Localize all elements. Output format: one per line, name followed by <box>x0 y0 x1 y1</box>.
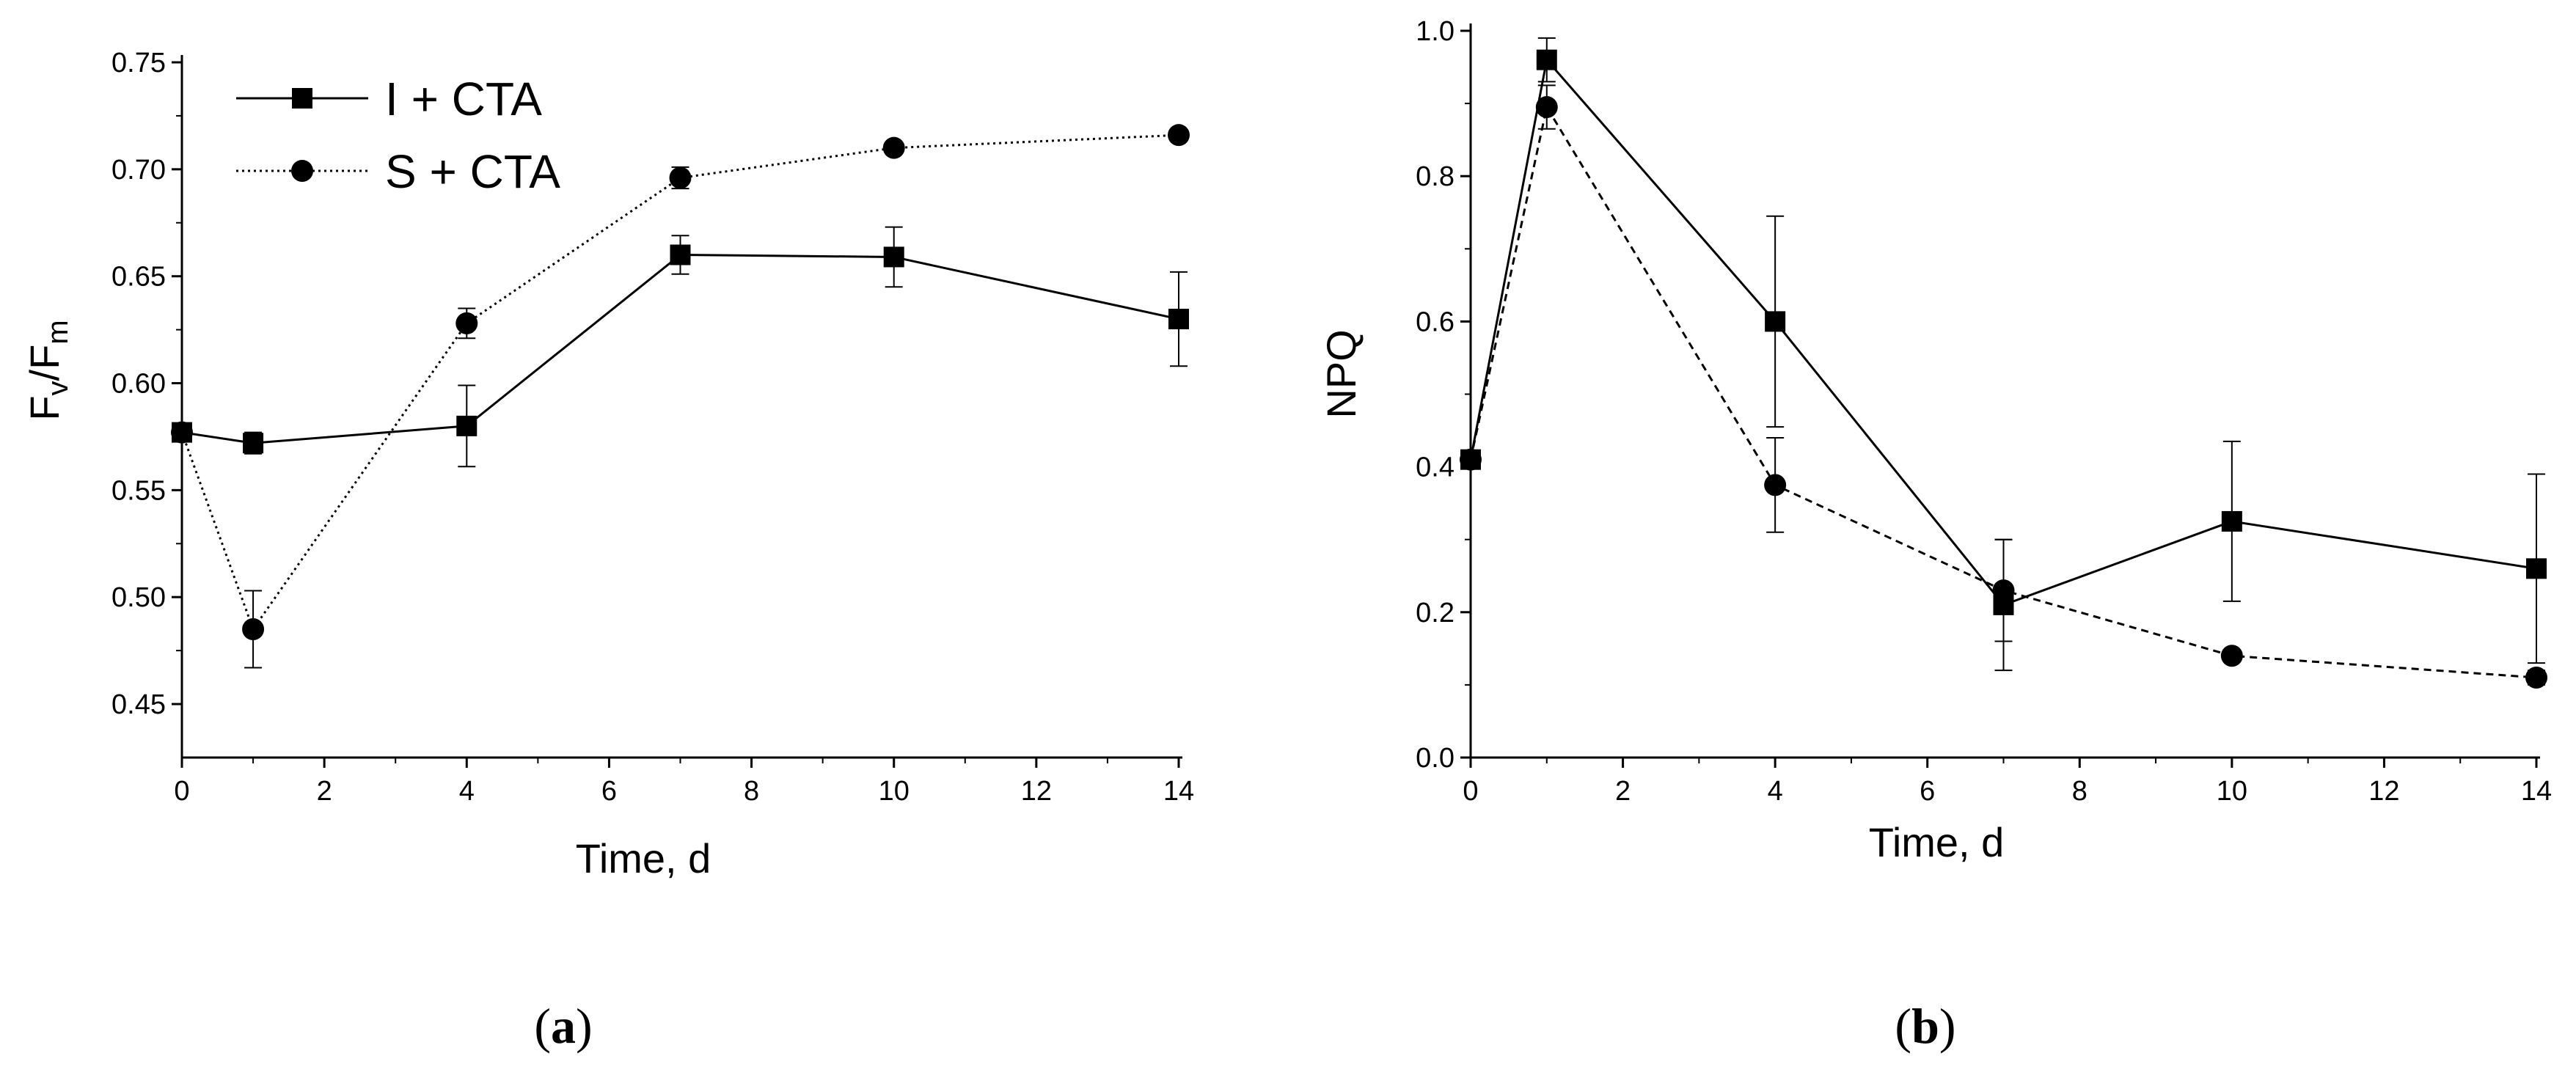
chart-a-series-s-cta-point <box>171 421 193 444</box>
chart-a-x-label: Time, d <box>576 835 711 881</box>
chart-a-x-tick-label: 14 <box>1163 776 1194 807</box>
chart-a-series-s-cta-line <box>180 133 1179 632</box>
chart-a-y-tick-label: 0.75 <box>111 48 166 78</box>
chart-a-series-s-cta-point <box>242 617 265 640</box>
chart-a-y-tick-label: 0.70 <box>111 155 166 186</box>
chart-a-series-i-cta-point <box>670 244 691 265</box>
chart-b: 0 2 4 6 8 10 12 14 0.0 0.2 0.4 0.6 0.8 1.0 Time, d NP… <box>1318 16 2552 1054</box>
chart-b-series-s-cta-line <box>1469 104 2537 679</box>
chart-b-y-label: NPQ <box>1318 329 1364 418</box>
y-label-f: F <box>21 395 67 420</box>
chart-b-x-tick-label: 0 <box>1463 776 1478 807</box>
chart-a-series <box>171 124 1190 669</box>
chart-b-y-tick-label: 0.4 <box>1416 452 1455 483</box>
chart-b-x-tick-label: 2 <box>1615 776 1631 807</box>
chart-a-series-s-cta-point <box>455 312 478 334</box>
chart-a-series-i-cta-point <box>243 433 264 454</box>
chart-a-series-i-cta-line <box>181 254 1179 444</box>
legend-label-i-cta: I + CTA <box>385 73 542 125</box>
legend-marker-square <box>292 88 312 109</box>
chart-a-y-tick-label: 0.60 <box>111 369 166 400</box>
chart-b-x-tick-label: 4 <box>1768 776 1783 807</box>
chart-b-x-tick-label: 8 <box>2072 776 2087 807</box>
chart-a-y-tick-label: 0.55 <box>111 475 166 506</box>
chart-a-y-tick-label: 0.45 <box>111 689 166 720</box>
chart-a-x-tick-label: 0 <box>174 776 189 807</box>
chart-a-y-tick-label: 0.65 <box>111 262 166 293</box>
chart-a-axes: 0 2 4 6 8 10 12 14 0.45 0.50 0.55 0.60 0.65 0.70 0.75 <box>111 48 1194 807</box>
chart-b-y-tick-label: 0.0 <box>1416 743 1455 774</box>
chart-a-series-s-cta-point <box>882 136 905 159</box>
chart-b-series-i-cta-line <box>1469 57 2537 606</box>
y-label-sub-m: m <box>42 320 74 344</box>
chart-b-y-tick-label: 0.6 <box>1416 307 1455 337</box>
chart-a-x-tick-label: 10 <box>879 776 910 807</box>
chart-b-y-tick-label: 0.8 <box>1416 161 1455 192</box>
chart-b-series-s-cta-point <box>2220 645 2243 667</box>
panel-label-a: (a) <box>534 998 592 1054</box>
chart-a-series-i-cta-point <box>456 415 477 436</box>
legend-label-s-cta: S + CTA <box>385 145 560 198</box>
panel-label-b-letter: b <box>1911 998 1939 1054</box>
chart-b-x-tick-label: 14 <box>2521 776 2552 807</box>
legend-marker-circle <box>291 160 313 182</box>
chart-a-series-s-cta-point <box>1168 124 1190 147</box>
chart-b-series-i-cta-point <box>1765 311 1786 332</box>
chart-b-axes: 0 2 4 6 8 10 12 14 0.0 0.2 0.4 0.6 0.8 1.0 <box>1416 16 2552 807</box>
chart-b-series-s-cta-point <box>1764 474 1787 496</box>
chart-a-series-i-cta-point <box>883 246 904 268</box>
y-label-slash-f: /F <box>21 345 67 381</box>
chart-a-series-s-cta <box>171 124 1190 669</box>
chart-b-series-s-cta-point <box>1460 448 1482 471</box>
chart-a-y-tick-label: 0.50 <box>111 582 166 613</box>
chart-a-series-i-cta <box>172 226 1189 468</box>
chart-b-series-i-cta-point <box>1536 49 1557 70</box>
chart-b-series-s-cta-point <box>2525 666 2547 689</box>
chart-b-series-i-cta-point <box>2526 558 2547 579</box>
chart-b-series <box>1460 37 2547 689</box>
chart-a-y-label: Fv/Fm <box>21 320 74 420</box>
chart-a-series-i-cta-point <box>1168 309 1189 330</box>
panel-label-b: (b) <box>1895 998 1955 1054</box>
chart-a-x-tick-label: 12 <box>1021 776 1052 807</box>
panel-label-a-letter: a <box>551 998 576 1054</box>
chart-b-series-i-cta <box>1460 37 2547 672</box>
chart-a: 0 2 4 6 8 10 12 140.450.500.550.600.650.700.75 … <box>21 48 1194 1054</box>
chart-b-x-tick-label: 10 <box>2217 776 2247 807</box>
chart-b-x-tick-label: 12 <box>2368 776 2399 807</box>
chart-a-x-tick-label: 6 <box>601 776 617 807</box>
chart-a-x-tick-label: 2 <box>317 776 332 807</box>
chart-a-series-s-cta-point <box>669 166 692 189</box>
chart-a-x-tick-label: 4 <box>459 776 475 807</box>
chart-b-y-tick-label: 0.2 <box>1416 598 1455 628</box>
chart-a-legend: I + CTA S + CTA <box>236 73 560 198</box>
chart-b-x-tick-label: 6 <box>1920 776 1935 807</box>
chart-b-y-tick-label: 1.0 <box>1416 16 1455 47</box>
chart-b-series-s-cta <box>1460 84 2547 689</box>
chart-b-x-label: Time, d <box>1869 819 2005 865</box>
chart-a-x-tick-label: 8 <box>744 776 759 807</box>
chart-b-series-i-cta-point <box>2221 510 2242 532</box>
y-label-sub-v: v <box>42 381 74 395</box>
chart-b-series-s-cta-point <box>1535 96 1558 119</box>
chart-b-series-s-cta-point <box>1992 579 2015 602</box>
